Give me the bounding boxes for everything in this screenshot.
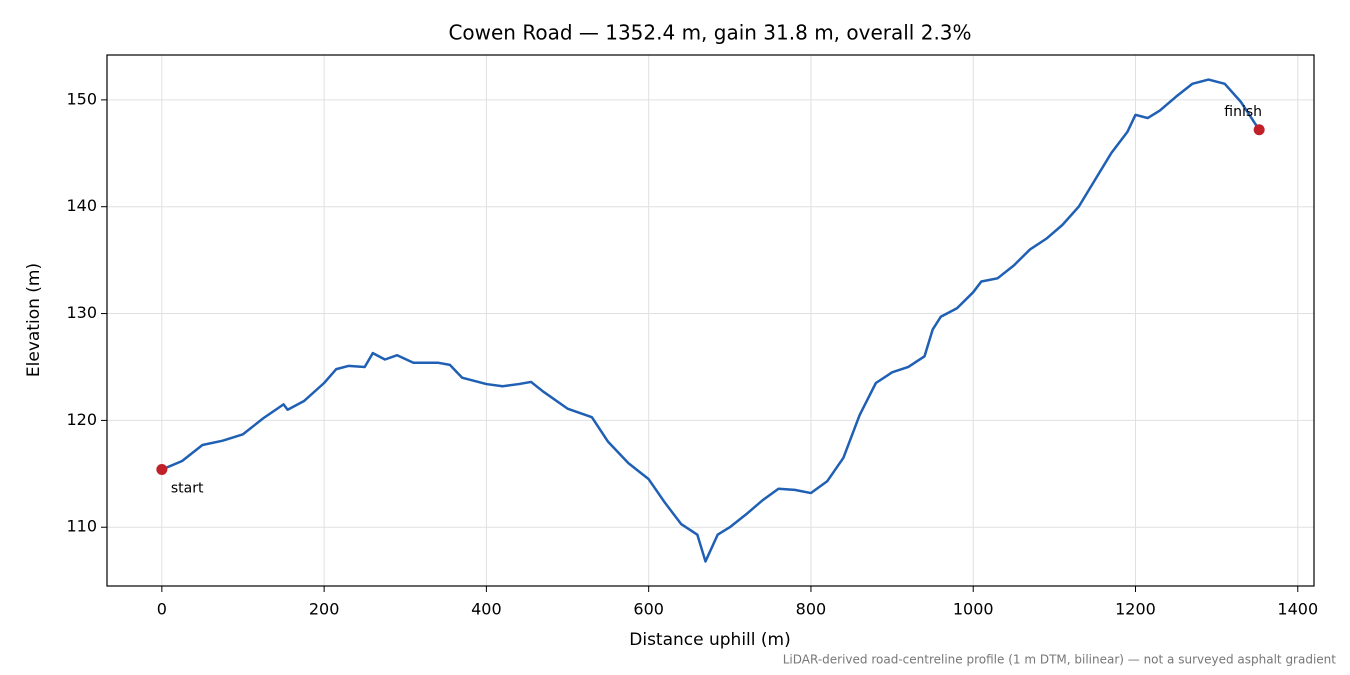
- x-tick-label: 1400: [1277, 600, 1318, 619]
- endpoint-label: start: [171, 481, 204, 497]
- y-tick-label: 110: [66, 517, 97, 536]
- endpoint-label: finish: [1224, 104, 1262, 120]
- x-tick-label: 1200: [1115, 600, 1156, 619]
- x-axis-label: Distance uphill (m): [629, 630, 790, 650]
- x-tick-label: 200: [309, 600, 340, 619]
- elevation-line: [161, 78, 1261, 563]
- endpoint-marker: [1253, 124, 1265, 136]
- x-tick-label: 400: [471, 600, 502, 619]
- endpoint-marker: [156, 464, 168, 476]
- x-tick-label: 1000: [953, 600, 994, 619]
- x-tick-label: 800: [796, 600, 827, 619]
- y-axis-label: Elevation (m): [24, 263, 44, 377]
- plot-frame: [106, 54, 1315, 587]
- footnote: LiDAR-derived road-centreline profile (1…: [783, 653, 1337, 667]
- y-tick-label: 140: [66, 196, 97, 215]
- x-tick-label: 600: [633, 600, 664, 619]
- y-tick-label: 150: [66, 89, 97, 108]
- y-tick-label: 120: [66, 410, 97, 429]
- y-tick-label: 130: [66, 303, 97, 322]
- chart-title: Cowen Road — 1352.4 m, gain 31.8 m, over…: [448, 21, 971, 45]
- x-tick-label: 0: [157, 600, 167, 619]
